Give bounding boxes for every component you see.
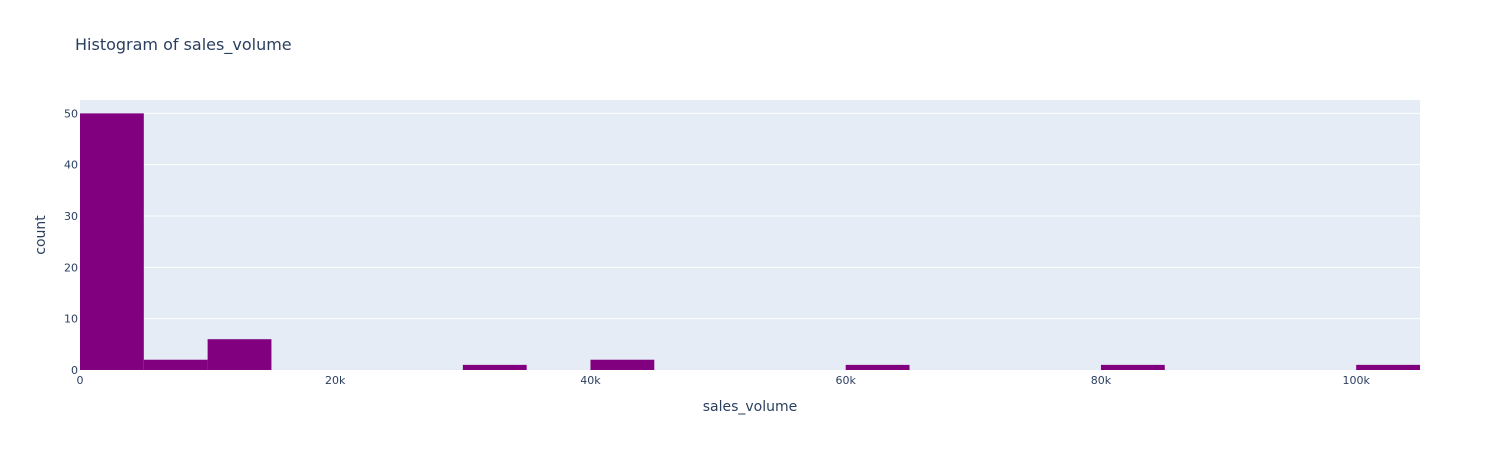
- x-tick-label: 40k: [580, 374, 601, 387]
- y-tick-label: 30: [64, 210, 78, 223]
- histogram-bar: [462, 364, 527, 370]
- x-tick-label: 80k: [1091, 374, 1112, 387]
- histogram-bar: [207, 339, 272, 370]
- y-tick-label: 10: [64, 313, 78, 326]
- y-axis-ticks: 0 10 20 30 40 50: [64, 107, 78, 377]
- x-tick-label: 20k: [325, 374, 346, 387]
- gridlines: [80, 112, 1420, 320]
- y-axis-title: count: [33, 215, 49, 255]
- histogram-bar: [1100, 364, 1165, 370]
- histogram-bar: [143, 359, 208, 370]
- bars: [80, 113, 1420, 370]
- chart-title: Histogram of sales_volume: [75, 35, 292, 55]
- y-tick-label: 40: [64, 159, 78, 172]
- x-tick-label: 60k: [836, 374, 857, 387]
- histogram-bar: [845, 364, 910, 370]
- y-tick-label: 50: [64, 107, 78, 120]
- histogram-bar: [590, 359, 655, 370]
- x-tick-label: 0: [77, 374, 84, 387]
- y-tick-label: 20: [64, 261, 78, 274]
- x-tick-label: 100k: [1343, 374, 1371, 387]
- x-axis-ticks: 0 20k 40k 60k 80k 100k: [77, 374, 1371, 387]
- y-tick-label: 0: [71, 364, 78, 377]
- x-axis-title: sales_volume: [703, 399, 798, 415]
- histogram-bar: [80, 113, 144, 370]
- plot-area: [80, 100, 1420, 370]
- histogram-bar: [1356, 364, 1420, 370]
